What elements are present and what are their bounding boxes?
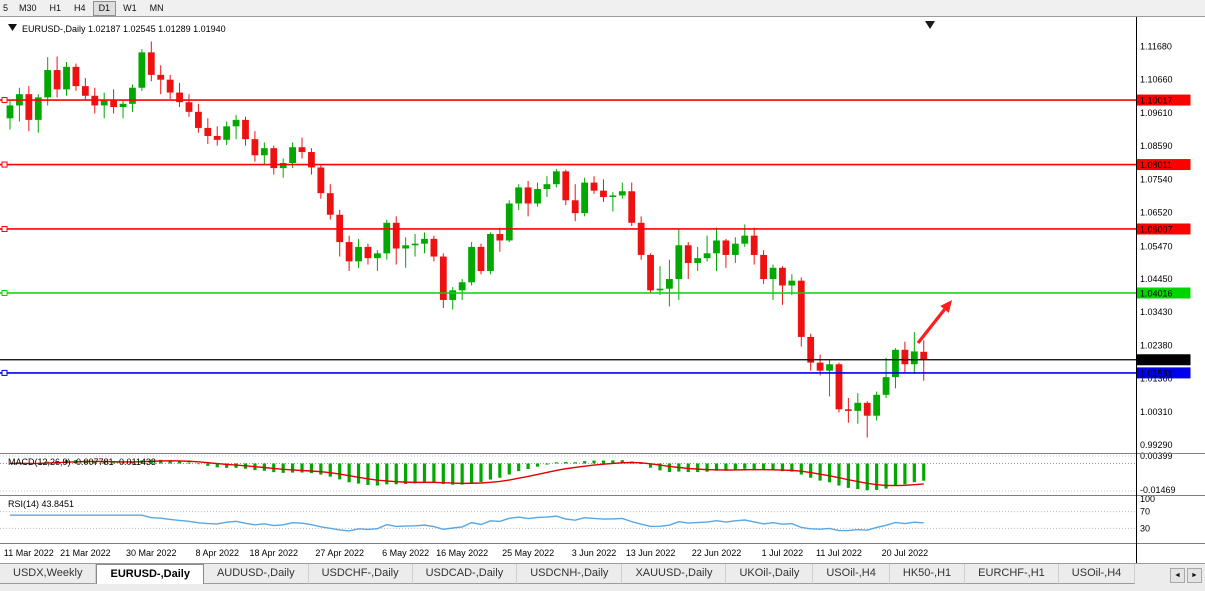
svg-text:1.05470: 1.05470 [1140, 241, 1173, 251]
svg-text:1.11680: 1.11680 [1140, 42, 1172, 52]
tab-eurusd-daily[interactable]: EURUSD-,Daily [96, 564, 204, 584]
svg-text:-0.01469: -0.01469 [1140, 485, 1176, 495]
svg-text:13 Jun 2022: 13 Jun 2022 [626, 548, 676, 558]
price-axis[interactable]: 1.11680 1.10660 1.09610 1.08590 1.07540 1.065… [1140, 42, 1173, 450]
chart-tabs: USDX,Weekly EURUSD-,Daily AUDUSD-,Daily USD… [0, 564, 1167, 584]
tabs-scroll-left-button[interactable]: ◄ [1170, 568, 1185, 583]
horizontal-line-1.08011[interactable]: 1.08011 [0, 159, 1191, 171]
tab-eurchf-h1[interactable]: EURCHF-,H1 [965, 564, 1059, 584]
horizontal-line-1.01531[interactable]: 1.01531 [0, 367, 1191, 379]
svg-text:1.06520: 1.06520 [1140, 207, 1173, 217]
tabs-scroll-right-button[interactable]: ► [1187, 568, 1202, 583]
macd-indicator: 0.00399 -0.01469 [9, 451, 1176, 495]
svg-text:1.01940: 1.01940 [1140, 355, 1173, 365]
time-axis[interactable]: 11 Mar 2022 21 Mar 2022 30 Mar 2022 8 Apr 2… [4, 548, 928, 558]
svg-text:6 May 2022: 6 May 2022 [382, 548, 429, 558]
tab-usdcnh-daily[interactable]: USDCNH-,Daily [517, 564, 623, 584]
tab-audusd-daily[interactable]: AUDUSD-,Daily [203, 564, 309, 584]
svg-text:1.04450: 1.04450 [1140, 274, 1173, 284]
tab-usdchf-daily[interactable]: USDCHF-,Daily [308, 564, 413, 584]
period-button-h4[interactable]: H4 [74, 3, 86, 13]
period-button-5[interactable]: 5 [3, 3, 9, 13]
svg-text:30 Mar 2022: 30 Mar 2022 [126, 548, 177, 558]
svg-text:20 Jul 2022: 20 Jul 2022 [882, 548, 929, 558]
svg-text:1.08590: 1.08590 [1140, 141, 1173, 151]
svg-text:1.06007: 1.06007 [1140, 224, 1173, 234]
tabs-scroll-buttons: ◄ ► [1167, 564, 1205, 583]
chart-plot: 1.11680 1.10660 1.09610 1.08590 1.07540 1.065… [0, 17, 1205, 563]
trend-arrow-annotation[interactable] [916, 300, 952, 344]
indicator-levels [0, 455, 1136, 529]
svg-text:16 May 2022: 16 May 2022 [436, 548, 488, 558]
svg-text:70: 70 [1140, 507, 1150, 517]
svg-text:18 Apr 2022: 18 Apr 2022 [249, 548, 298, 558]
tab-hk50-h1[interactable]: HK50-,H1 [889, 564, 966, 584]
chart-tabs-bar: USDX,Weekly EURUSD-,Daily AUDUSD-,Daily USD… [0, 563, 1205, 591]
period-button-h1[interactable]: H1 [49, 3, 62, 13]
svg-text:1.10017: 1.10017 [1140, 96, 1173, 106]
candlesticks [6, 41, 928, 438]
svg-text:30: 30 [1140, 523, 1150, 533]
svg-text:11 Mar 2022: 11 Mar 2022 [4, 548, 54, 558]
svg-text:1.03430: 1.03430 [1140, 307, 1173, 317]
svg-text:25 May 2022: 25 May 2022 [502, 548, 554, 558]
svg-text:0.99290: 0.99290 [1140, 440, 1173, 450]
chart-title-ohlc: EURUSD-,Daily 1.02187 1.02545 1.01289 1.… [22, 24, 226, 34]
period-button-mn[interactable]: MN [149, 3, 164, 13]
macd-label: MACD(12,26,9) -0.007781 -0.011433 [8, 457, 156, 467]
rsi-label: RSI(14) 43.8451 [8, 499, 74, 509]
svg-text:3 Jun 2022: 3 Jun 2022 [572, 548, 617, 558]
bid-price-line: 1.01940 [0, 354, 1191, 366]
svg-text:1.00310: 1.00310 [1140, 407, 1173, 417]
svg-text:100: 100 [1140, 494, 1155, 504]
chart-shift-marker [925, 21, 935, 29]
svg-text:1.08011: 1.08011 [1140, 160, 1172, 170]
rsi-indicator: 100 70 30 [10, 494, 1155, 533]
svg-text:0.00399: 0.00399 [1140, 451, 1173, 461]
tab-usdx-weekly[interactable]: USDX,Weekly [0, 564, 97, 584]
timeframe-toolbar: 5 M30 H1 H4 D1 W1 MN [0, 0, 1205, 17]
period-button-m30[interactable]: M30 [19, 3, 37, 13]
tab-ukoil-daily[interactable]: UKOil-,Daily [726, 564, 814, 584]
svg-text:1.04016: 1.04016 [1140, 289, 1173, 299]
horizontal-line-1.04016[interactable]: 1.04016 [0, 287, 1191, 299]
svg-text:22 Jun 2022: 22 Jun 2022 [692, 548, 742, 558]
period-button-d1[interactable]: D1 [92, 1, 117, 16]
chart-area: 1.11680 1.10660 1.09610 1.08590 1.07540 1.065… [0, 17, 1205, 563]
svg-text:1.01531: 1.01531 [1140, 368, 1173, 378]
svg-text:1.09610: 1.09610 [1140, 108, 1173, 118]
svg-text:1.02380: 1.02380 [1140, 341, 1173, 351]
tab-usoil-h4[interactable]: USOil-,H4 [813, 564, 890, 584]
tab-usoil-h4[interactable]: USOil-,H4 [1058, 564, 1136, 584]
tab-usdcad-daily[interactable]: USDCAD-,Daily [412, 564, 518, 584]
svg-text:11 Jul 2022: 11 Jul 2022 [816, 548, 862, 558]
svg-text:8 Apr 2022: 8 Apr 2022 [195, 548, 239, 558]
svg-text:1.07540: 1.07540 [1140, 175, 1173, 185]
tab-xauusd-daily[interactable]: XAUUSD-,Daily [622, 564, 727, 584]
svg-text:1.10660: 1.10660 [1140, 74, 1173, 84]
svg-text:27 Apr 2022: 27 Apr 2022 [315, 548, 364, 558]
price-chart[interactable]: 1.11680 1.10660 1.09610 1.08590 1.07540 1.065… [0, 17, 1205, 563]
horizontal-line-1.06007[interactable]: 1.06007 [0, 223, 1191, 235]
symbol-dropdown-icon[interactable] [8, 24, 17, 31]
svg-text:21 Mar 2022: 21 Mar 2022 [60, 548, 111, 558]
period-button-w1[interactable]: W1 [123, 3, 137, 13]
svg-text:1 Jul 2022: 1 Jul 2022 [762, 548, 804, 558]
horizontal-line-1.10017[interactable]: 1.10017 [0, 94, 1191, 106]
